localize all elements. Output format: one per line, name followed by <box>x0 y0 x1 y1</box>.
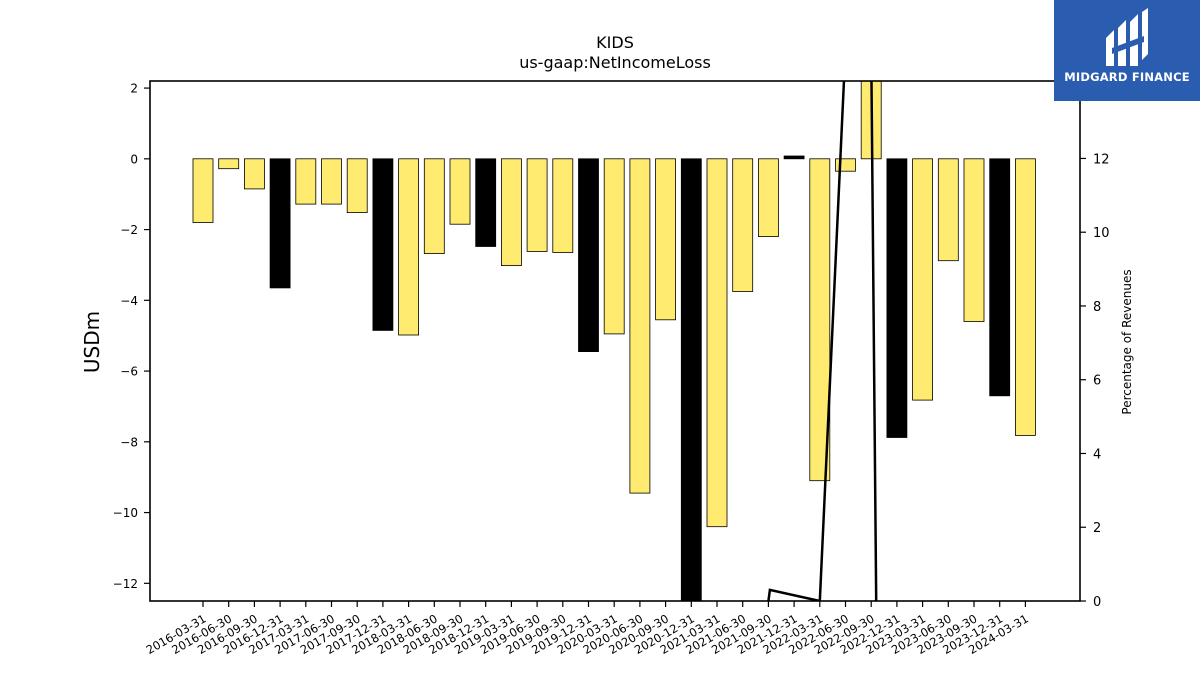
bar-2024-03-31 <box>1015 158 1036 436</box>
y-tick-label: −10 <box>113 506 138 520</box>
bar-2017-12-31 <box>372 158 394 331</box>
bar-2017-06-30 <box>321 158 342 205</box>
midgard-logo-icon <box>1106 8 1148 66</box>
y-tick-label: 2 <box>130 82 138 96</box>
bar-2018-12-31 <box>475 158 497 247</box>
bar-2016-12-31 <box>269 158 291 289</box>
bar-2023-06-30 <box>937 158 959 262</box>
bar-2019-03-31 <box>500 158 522 267</box>
bar-2020-09-30 <box>655 158 676 321</box>
chart-subtitle: us-gaap:NetIncomeLoss <box>519 53 711 72</box>
bar-2016-03-31 <box>192 158 214 223</box>
y2-tick-label: 10 <box>1093 226 1110 241</box>
bar-2023-12-31 <box>989 158 1011 397</box>
line-series-percentage-of-revenues <box>767 81 878 601</box>
bar-2019-12-31 <box>578 158 599 353</box>
bar-2019-09-30 <box>552 158 574 253</box>
bar-2022-06-30 <box>835 158 856 172</box>
y2-tick-label: 4 <box>1093 447 1101 462</box>
logo-text: MIDGARD FINANCE <box>1064 70 1190 84</box>
bar-2017-09-30 <box>346 158 368 214</box>
y2-tick-label: 2 <box>1093 521 1101 536</box>
y2-tick-label: 8 <box>1093 300 1101 315</box>
chart-title: KIDS <box>596 33 634 52</box>
bar-2020-06-30 <box>629 158 651 494</box>
bar-2019-06-30 <box>526 158 548 252</box>
axes-layer: 20−2−4−6−8−10−120246810122016-03-312016-… <box>113 80 1110 657</box>
bars-layer <box>192 81 1036 601</box>
bar-2017-03-31 <box>295 158 317 205</box>
bar-2022-12-31 <box>886 158 908 438</box>
y2-tick-label: 12 <box>1093 152 1110 167</box>
y-tick-label: 0 <box>130 152 138 166</box>
y-tick-label: −2 <box>120 223 138 237</box>
bar-2023-03-31 <box>912 158 933 401</box>
bar-2021-09-30 <box>758 158 779 238</box>
line-layer <box>767 81 878 601</box>
y-tick-label: −4 <box>120 294 138 308</box>
y-axis-label: USDm <box>80 311 104 373</box>
plot-frame <box>149 80 1081 602</box>
bar-2016-06-30 <box>218 158 240 170</box>
midgard-finance-logo: MIDGARD FINANCE <box>1054 0 1200 101</box>
bar-2022-03-31 <box>809 158 831 482</box>
bar-2018-06-30 <box>423 158 445 255</box>
y2-tick-label: 6 <box>1093 374 1101 389</box>
bar-2021-06-30 <box>732 158 754 292</box>
y-tick-label: −12 <box>113 577 138 591</box>
y2-axis-label: Percentage of Revenues <box>1120 269 1134 414</box>
bar-2018-09-30 <box>449 158 471 225</box>
bar-2021-03-31 <box>706 158 728 528</box>
y2-tick-label: 0 <box>1093 595 1101 610</box>
y-tick-label: −6 <box>120 365 138 379</box>
bar-2018-03-31 <box>398 158 420 336</box>
bar-2021-12-31 <box>783 155 805 160</box>
bar-2020-12-31 <box>680 158 702 601</box>
y-tick-label: −8 <box>120 435 138 449</box>
bar-2023-09-30 <box>963 158 985 322</box>
bar-2016-09-30 <box>243 158 265 190</box>
bar-2020-03-31 <box>603 158 625 335</box>
